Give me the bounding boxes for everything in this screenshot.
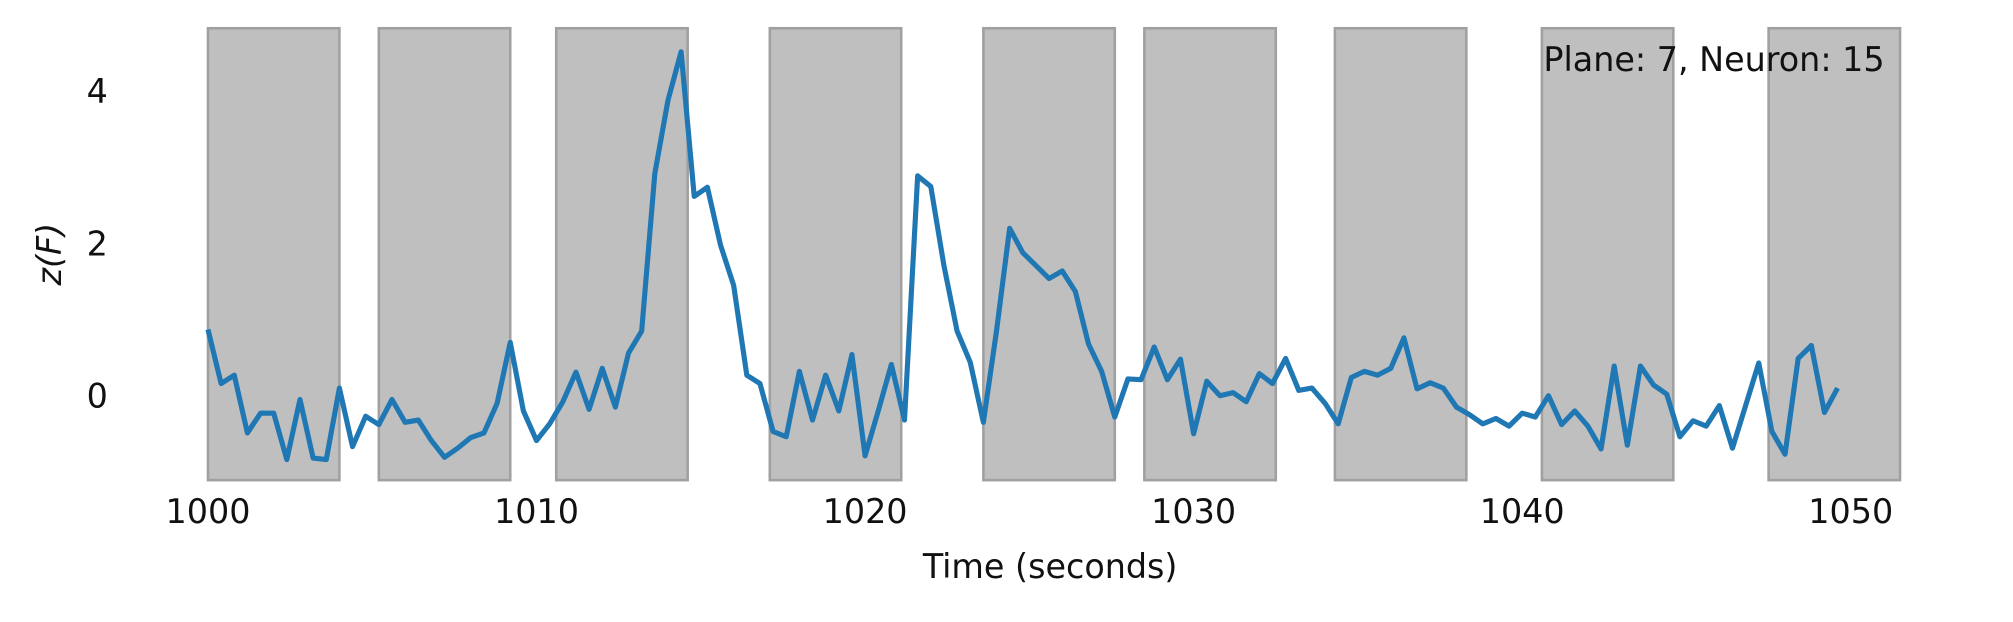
y-tick-label: 4 <box>87 72 108 111</box>
x-tick-label: 1030 <box>1151 492 1236 531</box>
y-axis-label: z(F) <box>30 223 69 287</box>
trace-line <box>205 49 1840 463</box>
x-tick-label: 1000 <box>166 492 251 531</box>
y-tick-label: 0 <box>87 376 108 415</box>
x-axis-label: Time (seconds) <box>922 547 1178 586</box>
stimulus-region <box>206 26 341 482</box>
stimulus-region <box>377 26 512 482</box>
annotation: Plane: 7, Neuron: 15 <box>1543 40 1884 79</box>
x-tick-label: 1010 <box>494 492 579 531</box>
y-tick-label: 2 <box>87 224 108 263</box>
x-tick-label: 1020 <box>823 492 908 531</box>
stimulus-region <box>1143 26 1278 482</box>
x-tick-label: 1040 <box>1480 492 1565 531</box>
x-tick-label: 1050 <box>1808 492 1893 531</box>
stimulus-region <box>1333 26 1468 482</box>
stimulus-region <box>982 26 1117 482</box>
